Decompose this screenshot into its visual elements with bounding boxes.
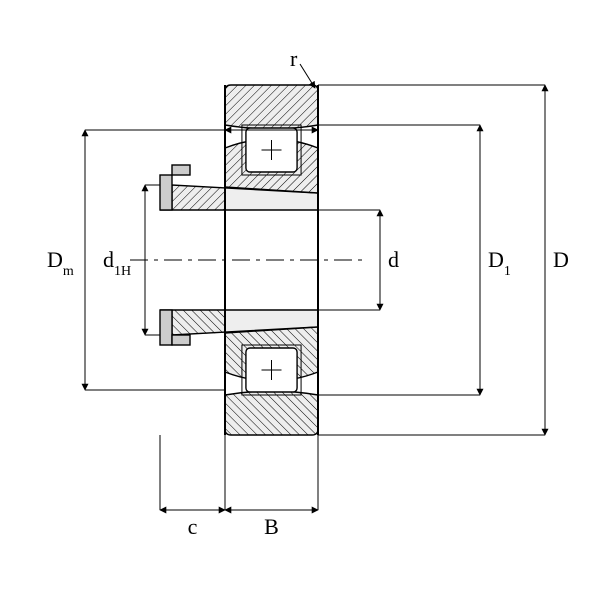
svg-text:d1H: d1H: [103, 247, 131, 279]
svg-text:D1: D1: [488, 247, 511, 279]
svg-text:d: d: [388, 247, 399, 272]
svg-text:r: r: [290, 46, 298, 71]
svg-text:D: D: [553, 247, 569, 272]
svg-text:Dm: Dm: [47, 247, 74, 279]
svg-text:B: B: [264, 514, 279, 539]
bearing-diagram: D D1 d d1H Dm c Br: [0, 0, 600, 600]
svg-text:c: c: [188, 514, 198, 539]
